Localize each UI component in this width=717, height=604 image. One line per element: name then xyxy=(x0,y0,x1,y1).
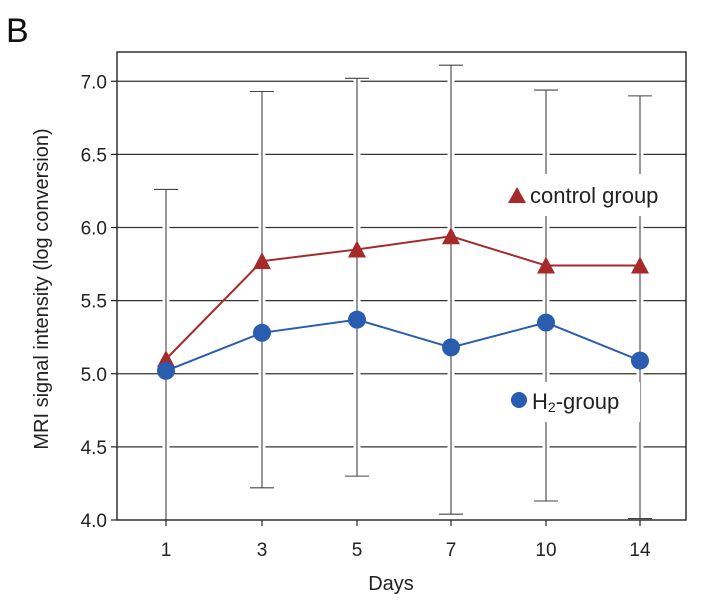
gridlines xyxy=(117,80,686,448)
x-tick-label-0: 1 xyxy=(161,540,172,561)
y-tick-label-0: 4.0 xyxy=(81,511,107,532)
legend-h2-label-main: H xyxy=(532,389,548,414)
legend-control-label: control group xyxy=(530,183,658,208)
x-tick-label-4: 10 xyxy=(535,540,556,561)
series-line-1 xyxy=(165,318,641,372)
y-tick-labels: 4.0 4.5 5.0 5.5 6.0 6.5 7.0 xyxy=(81,72,107,532)
y-tick-label-6: 7.0 xyxy=(81,72,107,93)
y-tick-label-3: 5.5 xyxy=(81,292,107,313)
h2-point-5 xyxy=(631,351,649,370)
h2-point-2 xyxy=(348,310,366,329)
h2-point-3 xyxy=(442,338,460,357)
h2-point-1 xyxy=(253,323,271,342)
x-tick-label-5: 14 xyxy=(629,540,651,561)
y-tick-label-5: 6.5 xyxy=(81,145,107,166)
control-point-1 xyxy=(253,252,271,270)
plot-frame xyxy=(111,51,687,526)
control-point-5 xyxy=(631,256,649,274)
legend-h2-label: H2-group xyxy=(532,389,619,415)
control-point-2 xyxy=(348,240,366,258)
y-tick-label-1: 4.5 xyxy=(81,438,107,459)
x-tick-label-3: 7 xyxy=(446,540,457,561)
legend-control-group: control group xyxy=(498,174,680,216)
control-point-0 xyxy=(157,350,175,368)
y-axis-title: MRI signal intensity (log conversion) xyxy=(31,128,53,449)
panel-label: B xyxy=(6,12,29,50)
y-tick-label-2: 5.0 xyxy=(81,365,107,386)
control-point-3 xyxy=(442,227,460,245)
legend-h2-circle-icon xyxy=(511,392,527,408)
x-tick-labels: 1 3 5 7 10 14 xyxy=(161,540,651,561)
series-markers xyxy=(157,227,649,380)
series-lines xyxy=(165,235,641,372)
series-line-0 xyxy=(165,235,640,360)
error-bars xyxy=(154,64,652,521)
h2-point-0 xyxy=(157,361,175,380)
x-tick-label-1: 3 xyxy=(257,540,268,561)
x-tick-label-2: 5 xyxy=(352,540,363,561)
legend-control-triangle-icon xyxy=(508,187,526,203)
legend-h2-group: H2-group xyxy=(500,382,640,422)
legend-control-bg xyxy=(498,174,680,216)
legend-h2-label-sub: 2 xyxy=(548,399,556,415)
plot-border xyxy=(116,51,687,521)
y-tick-label-4: 6.0 xyxy=(81,219,107,240)
x-axis-title: Days xyxy=(368,573,414,595)
h2-point-4 xyxy=(537,313,555,332)
control-point-4 xyxy=(537,256,555,274)
legend-h2-label-rest: -group xyxy=(556,389,620,414)
